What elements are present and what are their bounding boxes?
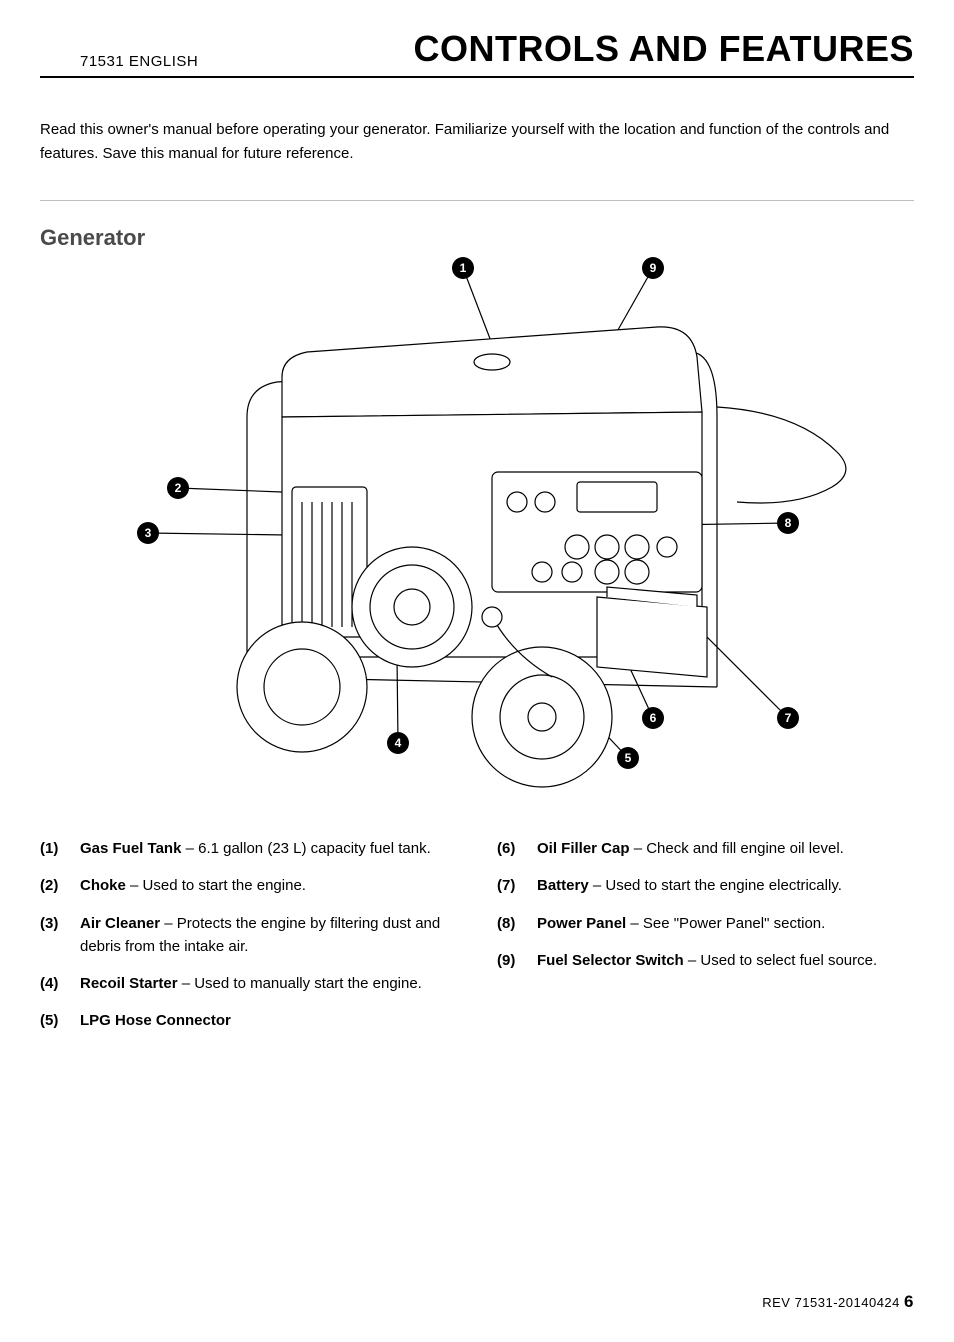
legend-item-desc: – Used to start the engine electrically. [589, 877, 842, 894]
legend-item-name: LPG Hose Connector [80, 1012, 231, 1029]
legend-item-name: Battery [537, 877, 589, 894]
legend-item: (8)Power Panel – See "Power Panel" secti… [497, 912, 914, 935]
callout-badge-6: 6 [642, 707, 664, 729]
doc-language: ENGLISH [129, 53, 198, 70]
page-title: CONTROLS AND FEATURES [414, 28, 915, 70]
legend-item-name: Gas Fuel Tank [80, 840, 181, 857]
legend-item: (7)Battery – Used to start the engine el… [497, 874, 914, 897]
legend-item-text: Air Cleaner – Protects the engine by fil… [80, 912, 457, 959]
legend-item-name: Choke [80, 877, 126, 894]
legend-item-desc: – See "Power Panel" section. [626, 915, 825, 932]
section-title: Generator [40, 225, 914, 251]
legend-item-text: Gas Fuel Tank – 6.1 gallon (23 L) capaci… [80, 837, 457, 860]
generator-diagram: 1 9 2 3 8 4 56 7 [97, 257, 857, 797]
legend-item: (5)LPG Hose Connector [40, 1009, 457, 1032]
legend-item: (2)Choke – Used to start the engine. [40, 874, 457, 897]
legend-item-number: (8) [497, 912, 537, 935]
legend-item-name: Oil Filler Cap [537, 840, 630, 857]
callout-badge-5: 5 [617, 747, 639, 769]
legend-item-text: Power Panel – See "Power Panel" section. [537, 912, 914, 935]
section-divider [40, 200, 914, 201]
legend-item-desc: – Used to start the engine. [126, 877, 306, 894]
legend-item-text: Oil Filler Cap – Check and fill engine o… [537, 837, 914, 860]
legend-item-desc: – Check and fill engine oil level. [630, 840, 844, 857]
legend-item-desc: – 6.1 gallon (23 L) capacity fuel tank. [181, 840, 430, 857]
doc-number: 71531 [80, 53, 124, 70]
legend-item-text: Choke – Used to start the engine. [80, 874, 457, 897]
legend-item: (3)Air Cleaner – Protects the engine by … [40, 912, 457, 959]
legend-column-right: (6)Oil Filler Cap – Check and fill engin… [497, 837, 914, 1047]
callout-badge-4: 4 [387, 732, 409, 754]
generator-illustration [97, 257, 857, 797]
legend-item-number: (2) [40, 874, 80, 897]
legend-item-name: Power Panel [537, 915, 626, 932]
legend-item-desc: – Used to select fuel source. [684, 952, 877, 969]
legend-item-number: (3) [40, 912, 80, 959]
callout-badge-9: 9 [642, 257, 664, 279]
diagram-container: 1 9 2 3 8 4 56 7 [40, 257, 914, 797]
callout-badge-8: 8 [777, 512, 799, 534]
legend-column-left: (1)Gas Fuel Tank – 6.1 gallon (23 L) cap… [40, 837, 457, 1047]
callout-badge-2: 2 [167, 477, 189, 499]
legend-item: (6)Oil Filler Cap – Check and fill engin… [497, 837, 914, 860]
doc-id: 71531 ENGLISH [40, 53, 198, 70]
revision-text: REV 71531-20140424 [762, 1295, 900, 1310]
legend-item-name: Fuel Selector Switch [537, 952, 684, 969]
callout-badge-7: 7 [777, 707, 799, 729]
page-footer: REV 71531-20140424 6 [762, 1292, 914, 1312]
callout-badge-3: 3 [137, 522, 159, 544]
legend-item-number: (7) [497, 874, 537, 897]
page-number: 6 [904, 1292, 914, 1311]
legend-item-text: LPG Hose Connector [80, 1009, 457, 1032]
legend-item-number: (4) [40, 972, 80, 995]
legend-item-name: Air Cleaner [80, 915, 160, 932]
legend: (1)Gas Fuel Tank – 6.1 gallon (23 L) cap… [40, 837, 914, 1047]
legend-item: (4)Recoil Starter – Used to manually sta… [40, 972, 457, 995]
legend-item-name: Recoil Starter [80, 975, 178, 992]
legend-item-number: (1) [40, 837, 80, 860]
legend-item-number: (9) [497, 949, 537, 972]
legend-item-text: Recoil Starter – Used to manually start … [80, 972, 457, 995]
legend-item-desc: – Used to manually start the engine. [178, 975, 422, 992]
legend-item: (9)Fuel Selector Switch – Used to select… [497, 949, 914, 972]
callout-badge-1: 1 [452, 257, 474, 279]
legend-item-text: Fuel Selector Switch – Used to select fu… [537, 949, 914, 972]
legend-item-text: Battery – Used to start the engine elect… [537, 874, 914, 897]
legend-item: (1)Gas Fuel Tank – 6.1 gallon (23 L) cap… [40, 837, 457, 860]
legend-item-number: (6) [497, 837, 537, 860]
legend-item-number: (5) [40, 1009, 80, 1032]
intro-paragraph: Read this owner's manual before operatin… [40, 118, 914, 166]
page-header: 71531 ENGLISH CONTROLS AND FEATURES [40, 28, 914, 78]
